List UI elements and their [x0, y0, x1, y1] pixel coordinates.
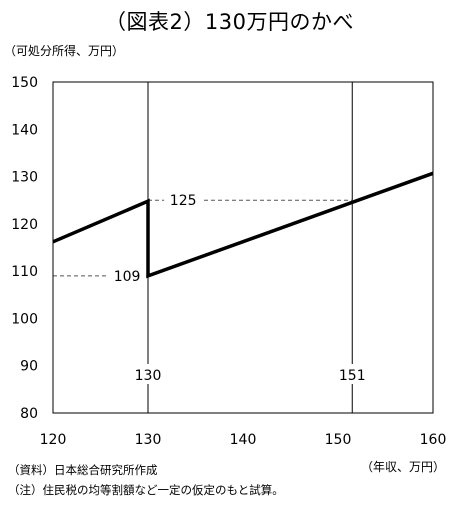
source-note: （資料）日本総合研究所作成 [8, 463, 158, 477]
x-axis-unit-label: （年収、万円） [360, 460, 445, 474]
y-tick-label: 80 [20, 406, 38, 422]
footnote: （注）住民税の均等割額など一定の仮定のもと試算。 [8, 483, 284, 497]
x-tick-label: 140 [230, 432, 257, 448]
marker-label-background [130, 364, 166, 384]
y-tick-label: 100 [11, 311, 38, 327]
plot-area-frame [52, 81, 434, 414]
y-axis-unit-label: （可処分所得、万円） [4, 44, 125, 58]
y-tick-label: 90 [20, 359, 38, 375]
y-tick-label: 110 [11, 264, 38, 280]
y-tick-label: 120 [11, 217, 38, 233]
reference-value-label: 125 [170, 193, 197, 209]
x-tick-label: 120 [40, 432, 67, 448]
reference-label-background [108, 266, 147, 285]
chart-title: （図表2）130万円のかべ [105, 10, 354, 34]
y-tick-label: 150 [11, 75, 38, 91]
x-tick-label: 150 [325, 432, 352, 448]
reference-label-background [164, 191, 203, 210]
x-tick-label: 130 [135, 432, 162, 448]
reference-value-label: 109 [114, 269, 141, 285]
y-tick-label: 130 [11, 170, 38, 186]
vertical-marker-label: 130 [135, 368, 162, 384]
vertical-marker-label: 151 [339, 368, 366, 384]
marker-label-background [334, 364, 371, 384]
y-tick-label: 140 [11, 122, 38, 138]
x-tick-label: 160 [420, 432, 447, 448]
disposable-income-line [52, 171, 434, 279]
